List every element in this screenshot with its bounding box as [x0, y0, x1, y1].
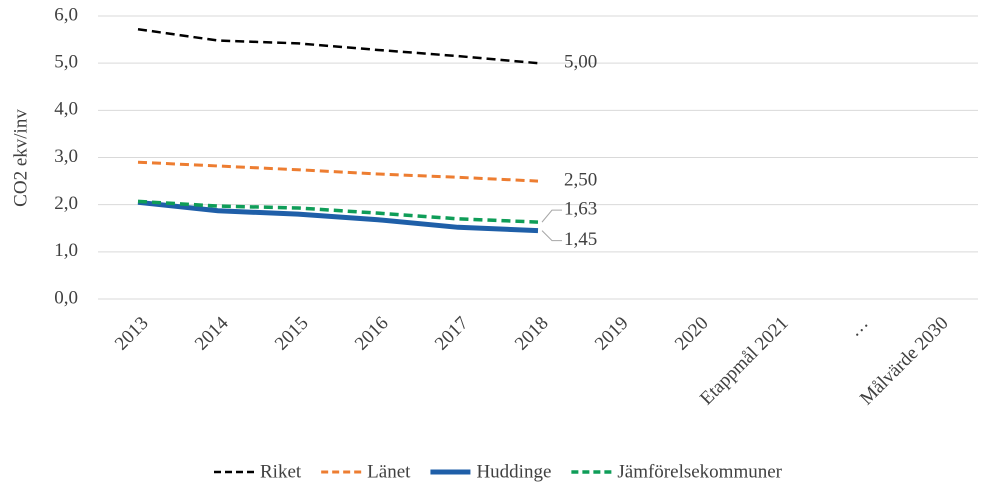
leader-line: [541, 209, 562, 223]
x-tick-label: 2020: [671, 313, 713, 355]
data-label: 1,45: [564, 229, 597, 250]
data-label: 5,00: [564, 52, 597, 73]
x-tick-label: …: [844, 313, 872, 341]
legend-label: Länet: [367, 461, 411, 482]
series-line: [137, 199, 539, 234]
leader-line: [541, 230, 562, 242]
x-tick-label: 2018: [511, 313, 553, 355]
x-tick-label: 2017: [431, 313, 473, 355]
y-tick-label: 5,0: [54, 52, 78, 73]
x-tick-label: 2016: [351, 313, 393, 355]
y-axis-label: CO2 ekv/inv: [10, 109, 31, 207]
data-label: 2,50: [564, 169, 597, 190]
x-tick-label: 2019: [591, 313, 633, 355]
y-tick-label: 6,0: [54, 4, 78, 25]
legend-label: Huddinge: [476, 461, 551, 482]
legend-label: Jämförelsekommuner: [617, 461, 782, 482]
legend-label: Riket: [260, 461, 302, 482]
y-tick-label: 2,0: [54, 193, 78, 214]
series-line: [137, 199, 539, 224]
y-tick-label: 1,0: [54, 240, 78, 261]
x-tick-label: 2014: [191, 312, 233, 354]
series-line: [137, 160, 539, 183]
x-tick-label: 2013: [111, 313, 153, 355]
y-tick-label: 0,0: [54, 287, 78, 308]
series-line: [137, 27, 539, 65]
data-label: 1,63: [564, 198, 597, 219]
y-tick-label: 4,0: [54, 99, 78, 120]
x-tick-label: 2015: [271, 313, 313, 355]
y-tick-label: 3,0: [54, 146, 78, 167]
